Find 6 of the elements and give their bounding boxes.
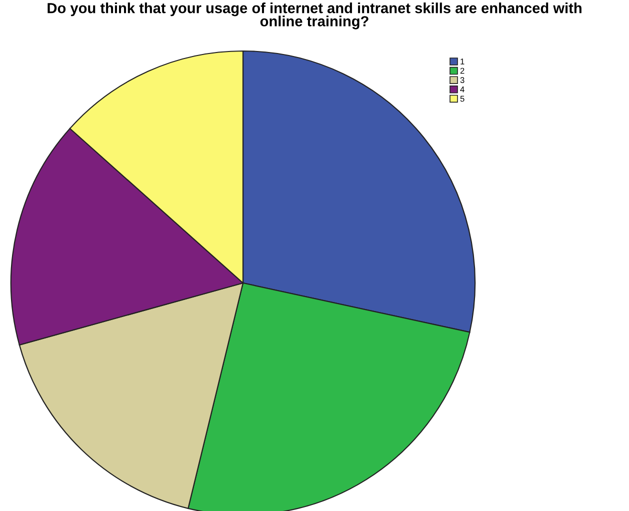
legend-label: 1 (460, 58, 464, 64)
legend-label: 3 (460, 77, 464, 84)
legend-label: 2 (460, 68, 464, 74)
chart-title: Do you think that your usage of internet and intranet skills are enhanced with online training? (48, 2, 582, 30)
legend-label: 5 (460, 96, 464, 102)
legend-label: 4 (460, 86, 464, 92)
